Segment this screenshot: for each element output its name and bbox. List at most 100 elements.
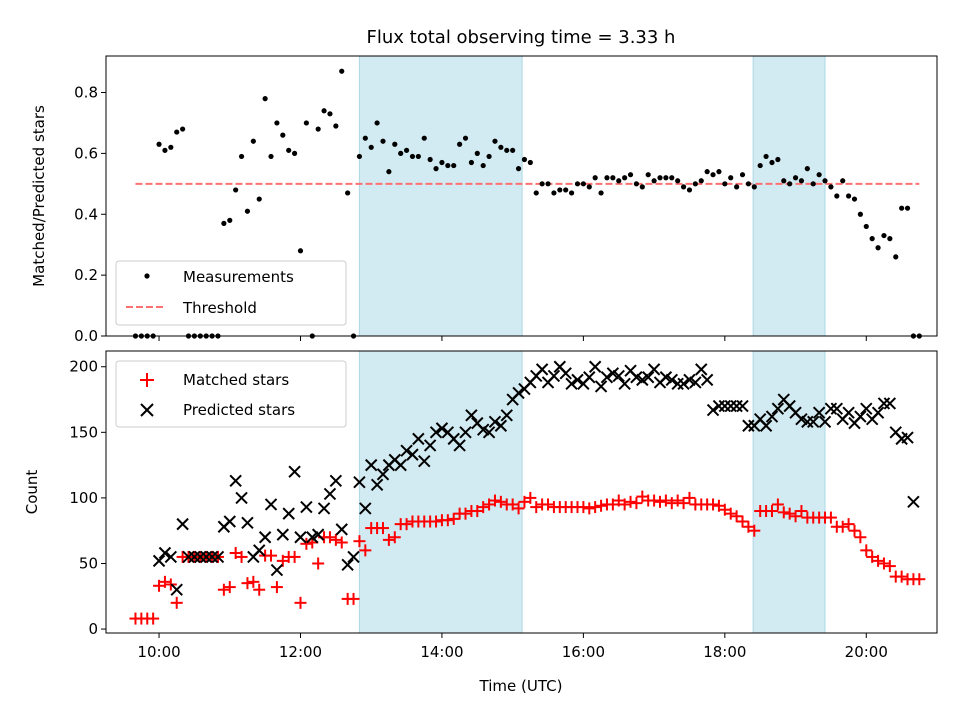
legend-predicted-marker	[140, 403, 154, 417]
measurement-point	[639, 184, 645, 190]
measurement-point	[504, 147, 510, 153]
predicted-star-point	[677, 377, 690, 390]
predicted-star-point	[812, 406, 826, 419]
measurement-point	[262, 96, 268, 102]
predicted-star-point	[223, 515, 236, 528]
matched-star-point	[288, 550, 301, 563]
predicted-star-point	[170, 583, 183, 596]
y-tick-label: 50	[79, 554, 98, 572]
matched-star-point	[247, 575, 260, 588]
measurement-point	[244, 208, 251, 214]
ratio-legend-box	[115, 260, 347, 326]
predicted-star-point	[689, 376, 702, 389]
matched-star-point	[654, 495, 666, 508]
predicted-star-point	[359, 502, 372, 515]
count-x-axis-ticks: 10:00 12:00 14:00 16:00 18:00 20:00	[137, 633, 888, 661]
predicted-star-point	[376, 468, 390, 481]
matched-star-point	[147, 612, 160, 625]
count-legend: Matched stars Predicted stars	[115, 360, 347, 428]
measurement-point	[433, 166, 439, 172]
measurement-point	[574, 181, 581, 187]
measurement-point	[386, 169, 392, 175]
measurement-point	[722, 181, 728, 187]
measurement-point	[669, 175, 675, 181]
measurement-point	[875, 245, 881, 251]
measurement-point	[415, 153, 421, 160]
measurement-point	[462, 135, 469, 141]
predicted-star-point	[370, 478, 384, 491]
y-tick-label: 0.8	[74, 84, 98, 102]
matched-star-point	[158, 575, 171, 588]
matched-star-point	[913, 573, 926, 586]
matched-star-point	[441, 514, 454, 527]
measurement-point	[486, 153, 492, 160]
x-axis-label: Time (UTC)	[479, 677, 563, 695]
predicted-star-point	[270, 563, 284, 577]
measurement-point	[291, 150, 298, 156]
measurement-point	[816, 172, 822, 178]
predicted-star-point	[199, 550, 213, 564]
predicted-star-point	[883, 397, 897, 410]
predicted-star-point	[671, 377, 684, 390]
measurement-point	[409, 153, 416, 160]
count-panel: 0 50 100 150 200 10:00 12:00 14:00 16:00 18:00 20…	[23, 350, 938, 695]
ratio-panel: 0.00.20.40.60.8 Matched/Predicted stars …	[30, 55, 938, 345]
measurement-point	[286, 147, 292, 153]
measurement-point	[604, 175, 610, 181]
measurement-point	[657, 175, 663, 181]
measurement-point	[893, 254, 899, 260]
matched-star-point	[400, 518, 413, 531]
count-y-axis-ticks: 0 50 100 150 200	[69, 358, 106, 638]
matched-star-point	[447, 512, 460, 525]
measurement-point	[899, 205, 905, 211]
matched-stars-series	[129, 490, 926, 625]
matched-star-point	[618, 498, 631, 511]
predicted-star-point	[594, 380, 608, 393]
matched-star-point	[683, 491, 696, 504]
predicted-star-point	[500, 409, 513, 422]
measurement-point	[545, 181, 551, 187]
matched-star-point	[577, 501, 590, 514]
predicted-star-point	[559, 367, 572, 380]
matched-star-point	[836, 520, 849, 533]
predicted-star-point	[647, 363, 661, 376]
measurement-point	[686, 187, 693, 193]
matched-star-point	[388, 531, 401, 544]
predicted-star-point	[317, 502, 331, 515]
matched-star-point	[524, 491, 537, 504]
measurement-point	[834, 193, 840, 199]
y-tick-label: 0.0	[74, 327, 98, 345]
predicted-star-point	[712, 399, 726, 413]
measurement-point	[156, 141, 162, 147]
matched-star-point	[872, 554, 885, 567]
predicted-star-point	[229, 474, 242, 488]
predicted-star-point	[877, 397, 891, 410]
measurement-point	[751, 184, 757, 190]
x-tick-label: 14:00	[420, 643, 463, 661]
shaded-interval-1	[358, 55, 523, 337]
measurement-point	[792, 175, 799, 181]
measurement-point	[480, 162, 486, 169]
measurement-point	[592, 175, 598, 181]
chart-title: Flux total observing time = 3.33 h	[367, 27, 676, 48]
predicted-star-point	[854, 410, 867, 423]
predicted-star-point	[801, 415, 814, 429]
matched-star-point	[329, 533, 342, 546]
measurement-point	[468, 159, 475, 166]
matched-star-point	[164, 578, 177, 591]
measurement-point	[521, 156, 528, 163]
predicted-star-point	[435, 422, 449, 435]
predicted-star-point	[164, 550, 178, 564]
predicted-star-point	[571, 373, 584, 387]
predicted-star-point	[323, 487, 337, 501]
predicted-star-point	[194, 550, 207, 564]
predicted-star-point	[700, 373, 714, 387]
matched-star-point	[765, 505, 778, 518]
measurement-point	[728, 175, 734, 181]
predicted-star-point	[288, 465, 301, 478]
measurement-point	[274, 120, 280, 126]
y-tick-label: 150	[69, 423, 98, 441]
matched-star-point	[377, 522, 389, 535]
measurement-point	[734, 184, 740, 190]
matched-star-point	[589, 501, 602, 514]
